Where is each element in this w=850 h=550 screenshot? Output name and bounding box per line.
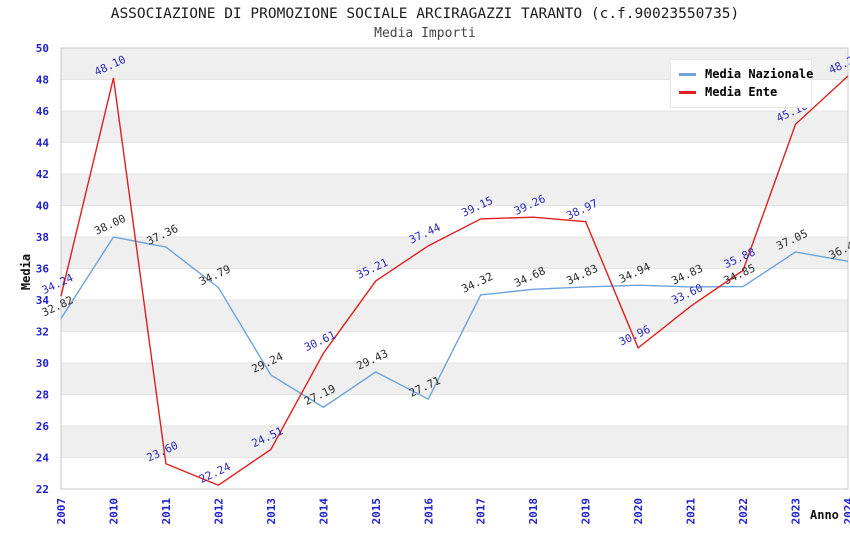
y-tick-label: 28 [36, 389, 49, 402]
x-tick-label: 2023 [790, 498, 803, 525]
y-tick-label: 30 [36, 357, 49, 370]
x-tick-label: 2017 [475, 498, 488, 525]
plot-band [61, 142, 848, 174]
y-tick-label: 46 [36, 105, 50, 118]
y-tick-label: 40 [36, 200, 49, 213]
plot-band [61, 394, 848, 426]
x-tick-label: 2020 [632, 498, 645, 525]
y-tick-label: 38 [36, 231, 49, 244]
y-tick-label: 48 [36, 74, 49, 87]
x-tick-label: 2007 [55, 498, 68, 525]
x-tick-label: 2019 [580, 498, 593, 525]
y-tick-label: 22 [36, 483, 49, 496]
plot-band [61, 426, 848, 458]
chart-legend: Media Nazionale Media Ente [670, 59, 813, 108]
plot-border [60, 47, 849, 490]
legend-label: Media Nazionale [705, 67, 814, 81]
x-tick-label: 2010 [107, 498, 120, 525]
x-tick-label: 2014 [317, 498, 330, 525]
plot-band [61, 237, 848, 269]
x-tick-label: 2016 [422, 498, 435, 525]
x-axis-title: Anno [810, 508, 839, 522]
y-tick-label: 24 [36, 452, 50, 465]
plot-band [61, 268, 848, 300]
plot-band [61, 300, 848, 332]
plot-band [61, 363, 848, 395]
x-tick-label: 2022 [737, 498, 750, 525]
legend-item-media-nazionale: Media Nazionale [679, 66, 813, 82]
media-ente-line-swatch [679, 90, 696, 94]
y-tick-label: 42 [36, 168, 49, 181]
y-tick-label: 32 [36, 326, 49, 339]
x-tick-label: 2011 [160, 498, 173, 525]
x-tick-label: 2024 [842, 498, 850, 525]
x-tick-label: 2012 [212, 498, 225, 525]
x-tick-label: 2013 [265, 498, 278, 525]
y-tick-label: 34 [36, 294, 50, 307]
y-tick-label: 50 [36, 42, 49, 55]
x-tick-label: 2021 [685, 498, 698, 525]
chart-subtitle: Media Importi [374, 26, 476, 41]
plot-band [61, 457, 848, 489]
chart-title: ASSOCIAZIONE DI PROMOZIONE SOCIALE ARCIR… [110, 6, 740, 22]
plot-band [61, 111, 848, 143]
legend-item-media-ente: Media Ente [679, 84, 803, 100]
x-tick-label: 2015 [370, 498, 383, 525]
y-tick-label: 36 [36, 263, 50, 276]
y-tick-label: 26 [36, 420, 50, 433]
x-tick-label: 2018 [527, 498, 540, 525]
y-tick-label: 44 [36, 137, 50, 150]
series-line-media-nazionale [60, 236, 849, 409]
series-line-media-ente [60, 75, 849, 487]
legend-label: Media Ente [705, 85, 778, 99]
plot-band [61, 174, 848, 206]
media-nazionale-line-swatch [679, 72, 696, 76]
